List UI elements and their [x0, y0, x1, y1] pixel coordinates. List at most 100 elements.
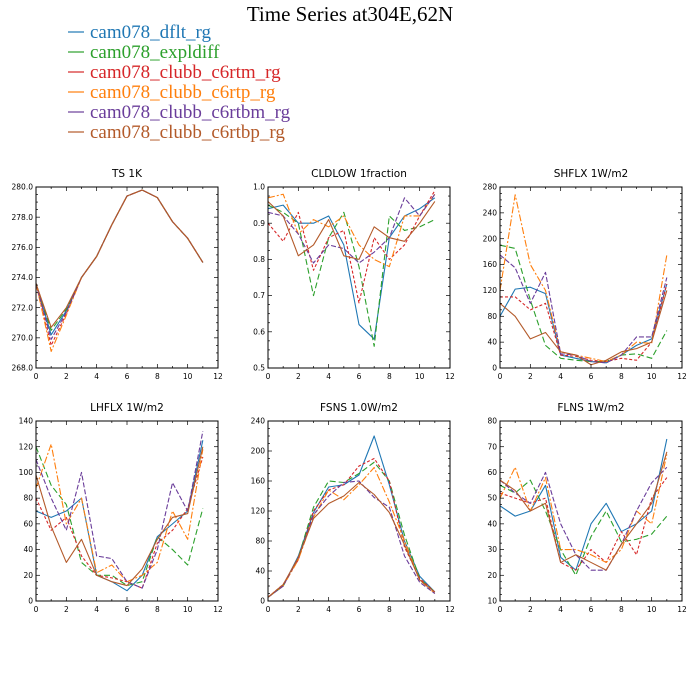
plot-frame — [35, 420, 219, 602]
y-tick-label: 280.0 — [12, 183, 34, 192]
y-tick-label: 120 — [483, 286, 498, 295]
series-line — [36, 189, 204, 352]
series-line — [268, 193, 436, 264]
y-tick-label: 280 — [483, 183, 498, 192]
series-line — [36, 189, 204, 336]
series-line — [268, 466, 436, 598]
x-tick-label: 10 — [647, 372, 657, 381]
x-tick-label: 12 — [445, 605, 455, 614]
x-tick-label: 6 — [125, 372, 130, 381]
y-tick-label: 40 — [255, 567, 265, 576]
x-tick-label: 4 — [326, 605, 331, 614]
x-tick-label: 0 — [266, 605, 271, 614]
panel-title: FSNS 1.0W/m2 — [320, 402, 398, 414]
x-tick-label: 6 — [125, 605, 130, 614]
y-tick-label: 200 — [483, 234, 498, 243]
y-tick-label: 40 — [487, 338, 497, 347]
series-line — [500, 451, 668, 571]
series-line — [268, 481, 436, 598]
y-tick-label: 80 — [23, 494, 33, 503]
legend-entry: cam078_clubb_c6rtbp_rg — [90, 122, 285, 143]
y-tick-label: 60 — [487, 468, 497, 477]
legend-entry: cam078_dflt_rg — [90, 22, 212, 43]
series-line — [500, 290, 668, 366]
x-tick-label: 8 — [155, 372, 160, 381]
x-tick-label: 4 — [558, 372, 563, 381]
x-tick-label: 6 — [357, 372, 362, 381]
chart-panel: TS 1K 0 2 4 6 8 10 12 268.0 270.0 272.0 274.0 276.0 2… — [12, 168, 223, 381]
y-tick-label: 100 — [19, 468, 34, 477]
series-line — [36, 446, 204, 587]
series-line — [268, 197, 436, 340]
plot-frame — [499, 420, 683, 602]
y-tick-label: 0.5 — [253, 364, 265, 373]
x-tick-label: 10 — [415, 605, 425, 614]
y-tick-label: 0 — [260, 597, 265, 606]
x-tick-label: 2 — [64, 605, 69, 614]
x-tick-label: 10 — [183, 605, 193, 614]
y-tick-label: 0.7 — [253, 291, 265, 300]
panel-title: TS 1K — [111, 168, 143, 180]
plot-frame — [499, 186, 683, 369]
series-line — [268, 190, 436, 304]
chart-panel: CLDLOW 1fraction 0 2 4 6 8 10 12 0.5 0.6 0.7 0.8 0.9… — [253, 168, 455, 381]
x-tick-label: 6 — [357, 605, 362, 614]
series-line — [36, 443, 204, 583]
y-tick-label: 80 — [487, 417, 497, 426]
series-line — [36, 446, 204, 587]
x-tick-label: 12 — [213, 372, 223, 381]
series-line — [36, 431, 204, 589]
series-line — [268, 193, 436, 268]
series-group — [500, 194, 668, 366]
panel-title: CLDLOW 1fraction — [311, 168, 407, 180]
x-tick-label: 0 — [498, 605, 503, 614]
series-line — [500, 479, 668, 576]
x-tick-label: 10 — [647, 605, 657, 614]
y-tick-label: 140 — [19, 417, 34, 426]
y-tick-label: 120 — [19, 442, 34, 451]
x-tick-label: 0 — [34, 605, 39, 614]
x-tick-label: 0 — [498, 372, 503, 381]
series-group — [36, 189, 204, 352]
y-tick-label: 10 — [487, 597, 497, 606]
series-line — [500, 254, 668, 364]
chart-panel: FLNS 1W/m2 0 2 4 6 8 10 12 10 20 30 40 50 60 70 80 — [487, 402, 687, 614]
x-tick-label: 6 — [589, 372, 594, 381]
legend-entry: cam078_clubb_c6rtbm_rg — [90, 102, 291, 123]
series-line — [500, 438, 668, 571]
x-tick-label: 0 — [266, 372, 271, 381]
x-tick-label: 12 — [213, 605, 223, 614]
y-tick-label: 0.9 — [253, 219, 265, 228]
x-tick-label: 4 — [94, 605, 99, 614]
panel-title: LHFLX 1W/m2 — [90, 402, 164, 414]
legend-entry: cam078_clubb_c6rtp_rg — [90, 82, 276, 103]
x-tick-label: 8 — [387, 372, 392, 381]
x-tick-label: 2 — [64, 372, 69, 381]
y-tick-label: 80 — [487, 312, 497, 321]
y-tick-label: 0 — [492, 364, 497, 373]
x-tick-label: 12 — [677, 605, 687, 614]
y-tick-label: 0 — [28, 597, 33, 606]
y-tick-label: 276.0 — [12, 243, 34, 252]
x-tick-label: 8 — [387, 605, 392, 614]
y-tick-label: 268.0 — [12, 364, 34, 373]
panel-title: FLNS 1W/m2 — [557, 402, 624, 414]
y-tick-label: 0.8 — [253, 255, 265, 264]
y-tick-label: 30 — [487, 545, 497, 554]
series-line — [268, 204, 436, 347]
x-tick-label: 12 — [677, 372, 687, 381]
x-tick-label: 10 — [183, 372, 193, 381]
series-line — [500, 283, 668, 363]
y-tick-label: 200 — [251, 447, 266, 456]
x-tick-label: 2 — [296, 372, 301, 381]
y-tick-label: 120 — [251, 507, 266, 516]
x-tick-label: 4 — [326, 372, 331, 381]
y-tick-label: 80 — [255, 537, 265, 546]
x-tick-label: 0 — [34, 372, 39, 381]
y-tick-label: 240 — [251, 417, 266, 426]
y-tick-label: 0.6 — [253, 327, 265, 336]
y-tick-label: 160 — [483, 260, 498, 269]
